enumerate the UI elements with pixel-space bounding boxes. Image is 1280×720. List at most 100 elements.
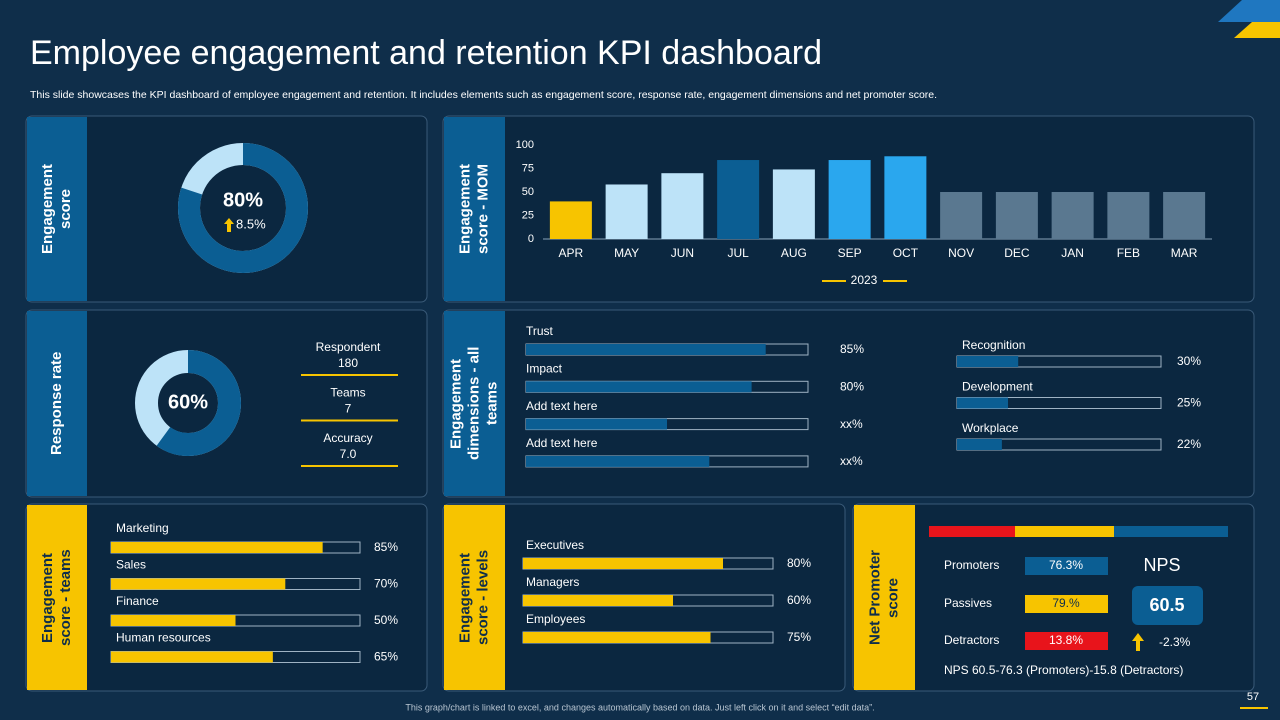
progress-bar xyxy=(111,651,273,663)
progress-label: Sales xyxy=(116,558,146,572)
progress-value: 30% xyxy=(1177,354,1201,368)
panel-label-text: Engagement score - teams xyxy=(39,549,74,646)
progress-bar xyxy=(111,542,323,553)
progress-value: xx% xyxy=(840,454,863,468)
panel-label: Net Promoter score xyxy=(854,505,915,690)
progress-value: 75% xyxy=(787,630,811,644)
y-tick-label: 50 xyxy=(522,186,534,198)
progress-value: xx% xyxy=(840,417,863,431)
bar xyxy=(1107,192,1150,239)
progress-value: 80% xyxy=(840,379,864,393)
progress-value: 22% xyxy=(1177,437,1201,451)
strip xyxy=(27,117,87,301)
strip xyxy=(854,505,915,690)
progress-bar xyxy=(957,439,1002,450)
page-number: 57 xyxy=(1247,691,1259,703)
progress-label: Employees xyxy=(526,612,585,626)
up-arrow xyxy=(224,218,234,232)
nps-bar-segment xyxy=(1114,526,1228,537)
nps-bar-segment xyxy=(929,526,1015,537)
donut-label: 80% xyxy=(223,189,263,211)
progress-label: Recognition xyxy=(962,338,1025,352)
x-tick-label: AUG xyxy=(781,246,807,260)
nps-box xyxy=(1025,632,1108,650)
y-tick-label: 25 xyxy=(522,209,534,221)
progress-value: 85% xyxy=(374,540,398,554)
donut-arc xyxy=(178,143,308,273)
bar xyxy=(995,192,1038,239)
progress-value: 85% xyxy=(840,342,864,356)
progress-bar xyxy=(957,397,1008,409)
nps-box xyxy=(1025,557,1108,575)
strip xyxy=(444,311,505,496)
progress-label: Managers xyxy=(526,575,579,589)
progress-bar xyxy=(523,632,711,643)
progress-label: Trust xyxy=(526,324,554,338)
panel-label-text: Net Promoter score xyxy=(866,549,902,646)
nps-score: 60.5 xyxy=(1149,595,1184,615)
panel-label-text: Engagement dimensions - all teams xyxy=(447,346,501,461)
strip xyxy=(27,505,87,690)
x-tick-label: MAR xyxy=(1171,246,1198,260)
panel-label: Engagement score - MOM xyxy=(444,117,505,301)
up-arrow xyxy=(1132,633,1144,651)
subtitle: This slide showcases the KPI dashboard o… xyxy=(30,89,937,101)
decor xyxy=(1218,0,1280,22)
x-tick-label: DEC xyxy=(1004,246,1030,260)
panel-label: Engagement score xyxy=(27,117,87,301)
nps-row-name: Passives xyxy=(944,596,992,610)
panel-label-text: Engagement score - levels xyxy=(456,549,492,646)
progress-bar xyxy=(526,381,752,393)
progress-bar xyxy=(526,455,710,467)
panel-label: Response rate xyxy=(27,311,87,496)
x-tick-label: SEP xyxy=(838,246,862,260)
nps-row-value: 76.3% xyxy=(1049,558,1083,572)
panel-label-text: Engagement score xyxy=(39,164,74,255)
progress-label: Add text here xyxy=(526,436,598,450)
bar xyxy=(772,169,815,239)
progress-label: Marketing xyxy=(116,521,169,535)
stat-name: Accuracy xyxy=(323,431,372,445)
stat-name: Teams xyxy=(330,386,365,400)
progress-value: 50% xyxy=(374,613,398,627)
panel xyxy=(25,115,428,303)
legend-label: 2023 xyxy=(851,273,878,287)
stat-value: 7 xyxy=(345,402,352,416)
progress-bar xyxy=(957,356,1019,367)
nps-row-name: Promoters xyxy=(944,558,999,572)
x-tick-label: MAY xyxy=(614,246,639,260)
footer: This graph/chart is linked to excel, and… xyxy=(405,702,874,712)
donut-label: 60% xyxy=(168,391,208,413)
bar xyxy=(549,201,592,239)
title: Employee engagement and retention KPI da… xyxy=(30,34,822,72)
bar xyxy=(1163,192,1206,239)
bar xyxy=(717,160,760,239)
nps-score-box xyxy=(1132,586,1203,625)
y-tick-label: 75 xyxy=(522,162,534,174)
bar xyxy=(661,173,704,239)
x-tick-label: OCT xyxy=(893,246,919,260)
progress-label: Impact xyxy=(526,361,563,375)
x-tick-label: JUL xyxy=(727,246,749,260)
progress-bar xyxy=(523,595,673,606)
progress-value: 65% xyxy=(374,650,398,664)
decor xyxy=(1234,22,1280,38)
progress-bar xyxy=(111,578,286,590)
progress-value: 70% xyxy=(374,577,398,591)
stat-name: Respondent xyxy=(316,340,381,354)
y-tick-label: 0 xyxy=(528,233,534,245)
progress-bar xyxy=(526,418,667,430)
nps-change: -2.3% xyxy=(1159,635,1191,649)
change: 8.5% xyxy=(236,216,266,231)
progress-bar xyxy=(523,558,723,569)
progress-label: Add text here xyxy=(526,399,598,413)
panel-label: Engagement score - levels xyxy=(444,505,505,690)
strip xyxy=(444,505,505,690)
nps-row-value: 13.8% xyxy=(1049,633,1083,647)
progress-value: 60% xyxy=(787,593,811,607)
bar xyxy=(828,160,871,239)
progress-bar xyxy=(526,344,766,355)
nps-bar-segment xyxy=(1015,526,1114,537)
progress-value: 25% xyxy=(1177,396,1201,410)
